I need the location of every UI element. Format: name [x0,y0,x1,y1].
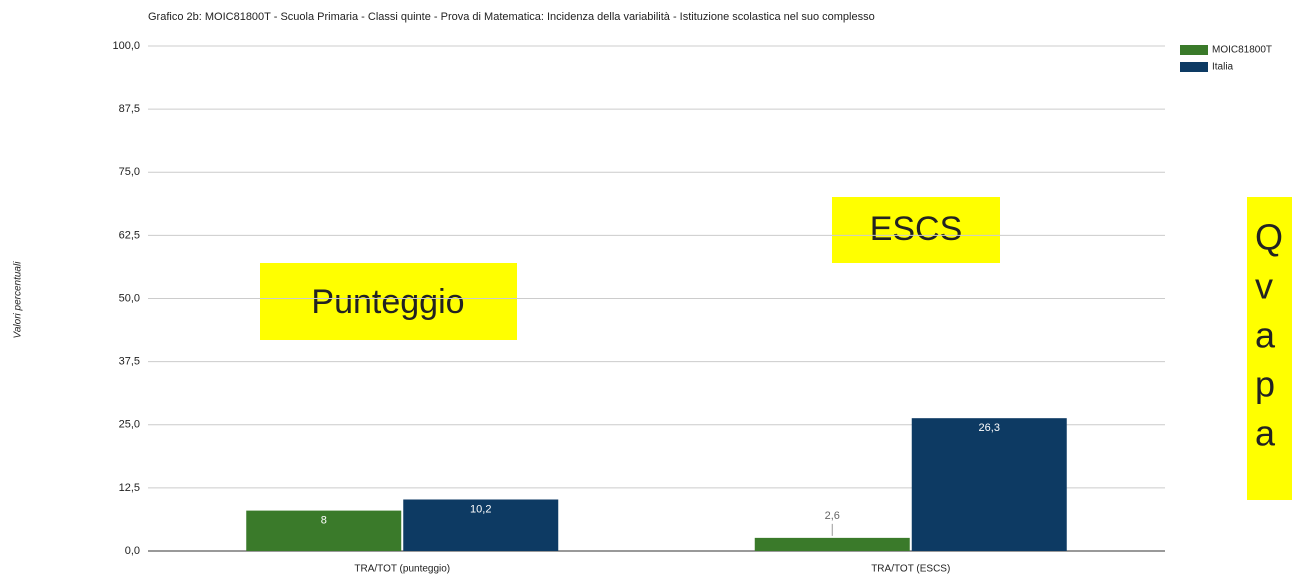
annotation: v [1255,266,1273,307]
annotation-box [260,263,517,340]
y-tick-label: 50,0 [119,292,140,304]
bar [754,537,910,551]
value-label: 2,6 [825,510,840,522]
chart-title: Grafico 2b: MOIC81800T - Scuola Primaria… [148,11,875,23]
y-tick-label: 25,0 [119,419,140,431]
x-tick-label: TRA/TOT (punteggio) [354,564,450,575]
y-axis-label: Valori percentuali [13,261,24,339]
annotation: ESCS [870,210,963,248]
annotation: a [1255,315,1276,356]
bar [246,510,402,551]
annotation-box [832,197,1000,263]
y-tick-label: 87,5 [119,103,140,115]
y-tick-label: 0,0 [125,545,140,557]
y-tick-label: 100,0 [112,40,140,52]
legend-swatch [1180,45,1208,55]
annotation-box [1247,197,1292,500]
value-label: 26,3 [979,422,1000,434]
y-tick-label: 62,5 [119,229,140,241]
y-tick-label: 75,0 [119,166,140,178]
legend-label: MOIC81800T [1212,45,1272,56]
bar [403,499,559,551]
x-tick-label: TRA/TOT (ESCS) [871,564,950,575]
annotation: Punteggio [311,283,464,321]
legend-swatch [1180,62,1208,72]
bar [911,418,1067,551]
y-tick-label: 37,5 [119,356,140,368]
value-label: 8 [321,515,327,527]
y-tick-label: 12,5 [119,482,140,494]
annotation: Q [1255,217,1283,258]
annotation: p [1255,364,1275,405]
annotation: a [1255,413,1276,454]
legend-label: Italia [1212,62,1234,73]
value-label: 10,2 [470,503,491,515]
